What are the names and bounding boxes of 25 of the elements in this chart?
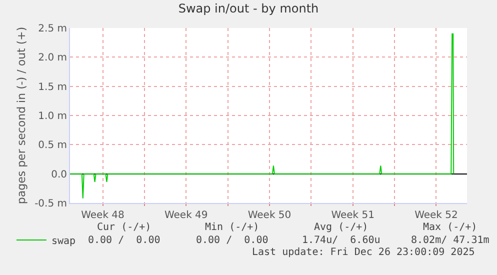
y-tick-label: 2.5 m (38, 24, 67, 34)
text: 1.74u/ 6.60u (302, 235, 380, 246)
legend-label: swap (51, 236, 76, 247)
text: Max (-/+) (423, 222, 478, 233)
y-tick-label: 0.0 (51, 169, 67, 180)
text: 0.00 / 0.00 (88, 235, 160, 246)
text: Last update: Fri Dec 26 23:00:09 2025 (252, 247, 475, 258)
y-tick-label: 0.5 m (38, 140, 67, 152)
x-tick-label: Week 51 (331, 210, 375, 221)
y-tick-label: 1.0 m (38, 111, 67, 122)
text: Min (-/+) (205, 222, 260, 233)
x-tick-label: Week 49 (164, 210, 208, 221)
x-tick-label: Week 48 (81, 210, 124, 221)
x-tick-label: Week 50 (248, 210, 292, 221)
y-axis-title: pages per second in (-) / out (+) (15, 26, 28, 204)
line-series (70, 33, 454, 199)
text: Avg (-/+) (314, 222, 368, 233)
text: Cur (-/+) (97, 222, 152, 233)
y-tick-label: 2.0 m (38, 52, 67, 64)
y-tick-label: 1.5 m (38, 82, 67, 93)
y-tick-label: -0.5 m (34, 198, 67, 210)
text: 8.02m/ 47.31m (411, 235, 490, 246)
text: 0.00 / 0.00 (196, 235, 268, 246)
x-tick-label: Week 52 (414, 210, 458, 221)
chart-title: Swap in/out - by month (178, 1, 319, 16)
